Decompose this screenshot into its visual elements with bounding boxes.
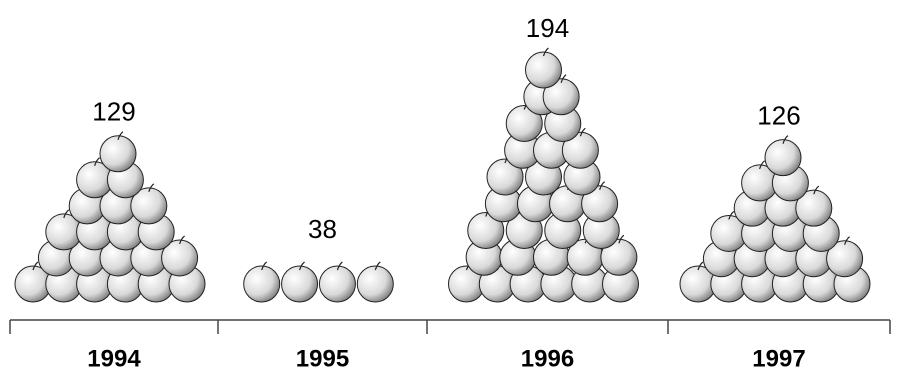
apple-stem [560,74,567,83]
apple-stem [697,261,704,271]
apple-stem [32,261,39,271]
apple-stem [759,160,765,170]
x-tick-label: 1994 [87,345,141,372]
apple-body [561,131,599,169]
apple [318,261,356,303]
apple-body [356,265,394,303]
apple [130,183,168,225]
apple-stem [374,261,381,271]
apple-pile [448,47,639,303]
apple-stem [813,185,820,195]
x-tick-label: 1997 [752,345,805,372]
apple-stem [728,210,735,220]
apple-body [600,238,638,276]
apple-pile [679,135,871,303]
apple-stem [94,157,100,167]
apple [764,135,802,177]
apple [525,47,562,89]
apple-body [525,51,562,89]
apple-stem [579,127,586,137]
apple-body [467,212,505,249]
apple-stem [261,261,268,271]
apple-body [161,239,199,277]
apple-body [318,265,356,303]
apple-stem [782,135,789,144]
apple-body [99,135,137,173]
x-tick-label: 1995 [296,345,349,372]
apple [99,131,137,173]
apple-body [486,158,524,196]
apple-body [795,189,833,227]
apple-body [581,185,619,223]
apple-stem [117,131,124,140]
apple-stem [148,183,155,193]
apple [76,157,114,199]
apple-body [764,139,802,177]
value-label: 38 [308,214,337,244]
apple-body [826,240,864,278]
apple [14,261,52,303]
apple-body [281,265,319,303]
apple-stem [298,261,305,271]
apple-stem [63,209,70,219]
apple-body [505,105,543,142]
value-label: 126 [757,101,800,131]
apple [581,181,619,223]
value-label: 194 [526,13,569,43]
apple [795,185,833,227]
apple [356,261,394,303]
apple [542,74,580,116]
apple [600,234,638,276]
x-tick-label: 1996 [521,345,574,372]
apple-body [130,187,168,225]
apple [161,235,199,277]
apple [281,261,319,303]
apple-stem [844,236,850,245]
apple-stem [599,181,605,190]
apple-body [243,265,281,303]
apple-stem [618,234,625,244]
apple [561,127,599,169]
apple [826,236,864,278]
value-label: 129 [92,97,135,127]
apple-stem [542,47,549,57]
apple-pile [243,261,394,303]
apple-stem [179,235,185,245]
apple-stem [336,261,343,271]
apple-pile [14,131,206,303]
apple-body [542,78,580,116]
apple [243,261,281,303]
